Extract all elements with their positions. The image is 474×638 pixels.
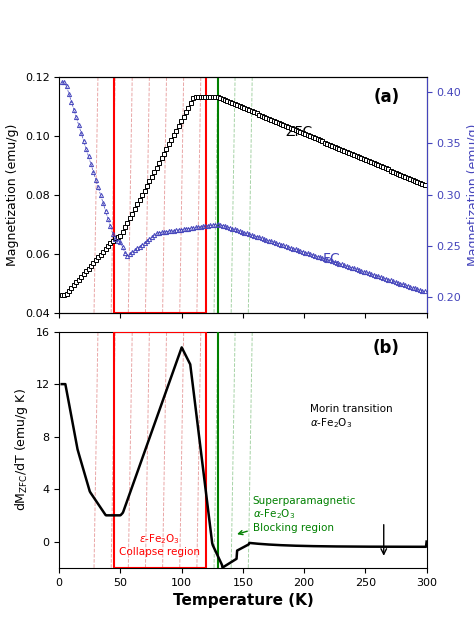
Bar [114,332,206,568]
Bar [114,77,206,313]
Text: Superparamagnetic
$\alpha$-Fe$_2$O$_3$
Blocking region: Superparamagnetic $\alpha$-Fe$_2$O$_3$ B… [238,496,356,535]
Text: (a): (a) [373,89,399,107]
Text: Morin transition
$\alpha$-Fe$_2$O$_3$: Morin transition $\alpha$-Fe$_2$O$_3$ [310,404,393,429]
Text: (b): (b) [373,339,400,357]
Y-axis label: Magnetization (emu/g): Magnetization (emu/g) [6,124,19,266]
Text: $\varepsilon$-Fe$_2$O$_3$
Collapse region: $\varepsilon$-Fe$_2$O$_3$ Collapse regio… [119,532,200,558]
Y-axis label: dM$_{\rm ZFC}$/dT (emu/g K): dM$_{\rm ZFC}$/dT (emu/g K) [13,389,30,511]
Text: FC: FC [322,251,340,265]
X-axis label: Temperature (K): Temperature (K) [173,593,313,608]
Text: ZFC: ZFC [286,124,313,138]
Y-axis label: Magnetization (emu/g): Magnetization (emu/g) [466,124,474,266]
